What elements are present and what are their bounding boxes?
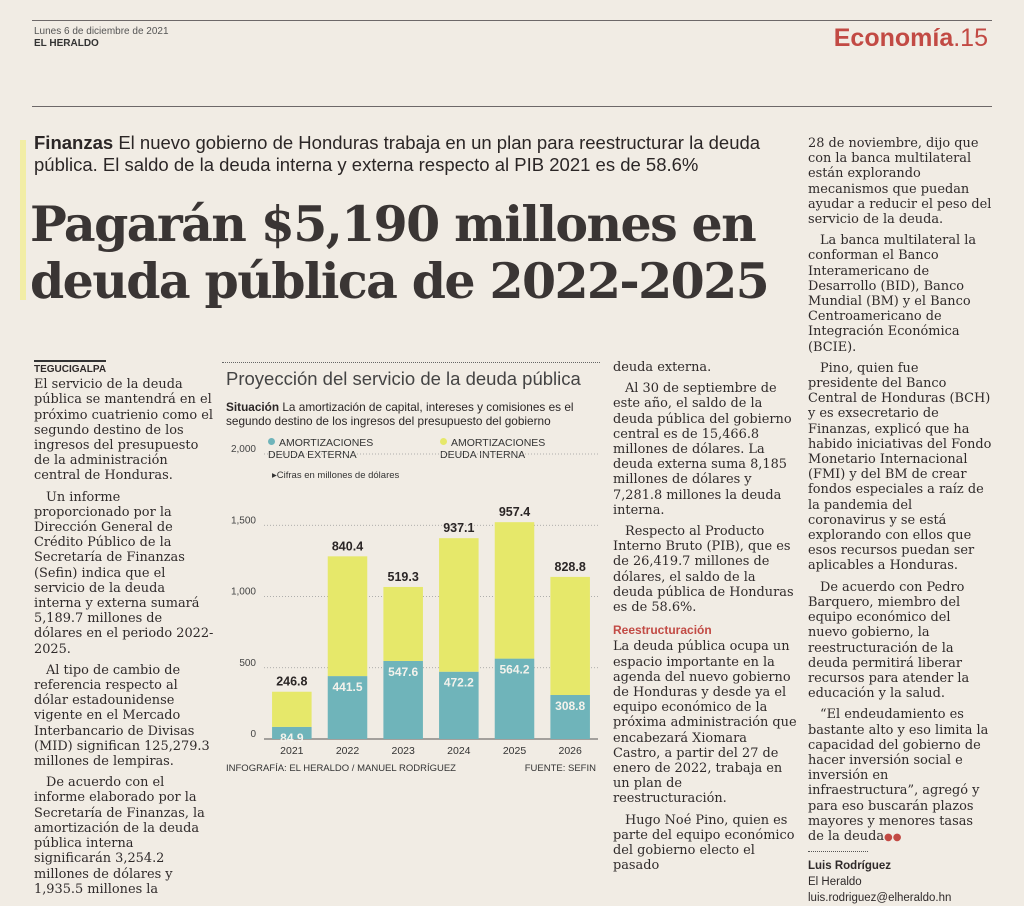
x-tick-label: 2022 (336, 745, 360, 757)
x-tick-label: 2021 (280, 745, 304, 757)
article-column-4: 28 de noviembre, dijo que con la banca m… (808, 136, 992, 906)
legend-swatch-internal (440, 438, 447, 445)
newspaper-name: EL HERALDO (34, 38, 99, 49)
legend-internal-label: AMORTIZACIONES DEUDA INTERNA (440, 437, 546, 461)
y-tick-label: 1,500 (231, 515, 256, 526)
data-label-external: 564.2 (499, 663, 529, 677)
kicker-label: Finanzas (34, 132, 114, 153)
infographic: Proyección del servicio de la deuda públ… (222, 362, 602, 782)
data-label-external: 308.8 (555, 699, 585, 713)
paragraph: La banca multilateral la conforman el Ba… (808, 233, 977, 355)
data-label-external: 547.6 (388, 665, 418, 679)
y-tick-label: 2,000 (231, 444, 256, 455)
paragraph: Hugo Noé Pino, quien es parte del equipo… (613, 812, 795, 874)
bar-external (272, 726, 312, 739)
data-label-external: 441.5 (332, 680, 362, 694)
infographic-credit: INFOGRAFÍA: EL HERALDO / MANUEL RODRÍGUE… (226, 763, 456, 774)
headline: Pagarán $5,190 millones en deuda pública… (30, 195, 770, 310)
kicker-text: El nuevo gobierno de Honduras trabaja en… (34, 132, 761, 175)
infographic-rule (222, 362, 600, 363)
y-tick-label: 0 (250, 729, 256, 740)
bar-internal (439, 538, 479, 672)
paragraph: Un informe proporcionado por la Direcció… (34, 489, 214, 657)
page-number: .15 (953, 24, 988, 52)
paragraph: Al 30 de septiembre de este año, el sald… (613, 381, 792, 518)
bar-external (494, 658, 535, 739)
byline-name: Luis Rodríguez (808, 860, 892, 873)
byline: Luis Rodríguez El Heraldo luis.rodriguez… (808, 858, 992, 906)
data-label-internal: 828.8 (555, 560, 586, 574)
issue-date: Lunes 6 de diciembre de 2021 (34, 26, 169, 37)
byline-email: luis.rodriguez@elheraldo.hn (808, 892, 952, 905)
infographic-sub-label: Situación (226, 400, 280, 414)
data-label-external: 472.2 (444, 676, 474, 690)
bar-external (327, 676, 368, 739)
section-title: Economía.15 (834, 24, 988, 53)
bar-external (383, 660, 423, 739)
subhead: Reestructuración (613, 623, 712, 638)
x-tick-label: 2024 (447, 745, 471, 757)
infographic-title: Proyección del servicio de la deuda públ… (226, 368, 581, 389)
y-tick-label: 500 (239, 658, 256, 669)
x-tick-label: 2026 (558, 745, 582, 757)
paragraph: El servicio de la deuda pública se mante… (34, 377, 214, 484)
data-label-internal: 246.8 (276, 675, 307, 689)
paragraph: deuda externa. (613, 360, 712, 375)
paragraph: Al tipo de cambio de referencia respecto… (34, 662, 210, 770)
bar-chart: 0 500 1,000 1,500 2,000 84.9 246.8 2021 441.5 840… (231, 444, 598, 757)
data-label-external: 84.9 (280, 731, 304, 745)
x-tick-label: 2023 (391, 745, 415, 757)
highlighter-mark (20, 140, 26, 300)
header-rule (32, 106, 992, 107)
infographic-subtitle: Situación La amortización de capital, in… (226, 400, 598, 428)
infographic-sub-text: La amortización de capital, intereses y … (226, 400, 574, 428)
byline-rule (808, 851, 868, 853)
units-note: ▸Cifras en millones de dólares (272, 470, 400, 481)
bar-external (439, 671, 479, 739)
legend-external: AMORTIZACIONES DEUDA EXTERNA (268, 437, 398, 461)
data-label-internal: 957.4 (499, 505, 530, 519)
kicker: Finanzas El nuevo gobierno de Honduras t… (34, 132, 794, 176)
data-label-internal: 519.3 (388, 570, 419, 584)
legend-swatch-external (268, 438, 275, 445)
bar-internal (272, 691, 312, 727)
data-label-internal: 937.1 (443, 521, 474, 535)
section-name: Economía (833, 24, 954, 52)
x-tick-label: 2025 (503, 745, 527, 757)
paragraph-text: “El endeudamiento es bastante alto y eso… (808, 707, 989, 844)
bar-external (550, 694, 590, 739)
data-label-internal: 840.4 (332, 539, 363, 553)
dateline: TEGUCIGALPA (34, 360, 107, 377)
bar-internal (327, 556, 368, 677)
legend-external-label: AMORTIZACIONES DEUDA EXTERNA (268, 437, 374, 461)
paragraph: 28 de noviembre, dijo que con la banca m… (808, 136, 992, 228)
paragraph: De acuerdo con Pedro Barquero, miembro d… (808, 579, 970, 702)
paragraph: Pino, quien fue presidente del Banco Cen… (808, 360, 992, 574)
end-mark: ●● (884, 831, 902, 843)
article-column-3: deuda externa. Al 30 de septiembre de es… (613, 360, 797, 880)
bar-internal (494, 522, 535, 659)
paragraph: De acuerdo con el informe elaborado por … (34, 775, 205, 897)
paragraph: La deuda pública ocupa un espacio import… (613, 639, 797, 807)
bar-internal (383, 586, 423, 661)
byline-org: El Heraldo (808, 876, 862, 889)
top-rule (32, 20, 992, 21)
article-column-1: TEGUCIGALPA El servicio de la deuda públ… (34, 360, 214, 903)
bar-internal (550, 576, 590, 695)
paragraph: Respecto al Producto Interno Bruto (PIB)… (613, 524, 794, 616)
y-tick-label: 1,000 (231, 587, 256, 598)
infographic-source: FUENTE: SEFIN (524, 763, 596, 774)
paragraph: “El endeudamiento es bastante alto y eso… (808, 707, 992, 845)
legend-internal: AMORTIZACIONES DEUDA INTERNA (440, 437, 570, 461)
